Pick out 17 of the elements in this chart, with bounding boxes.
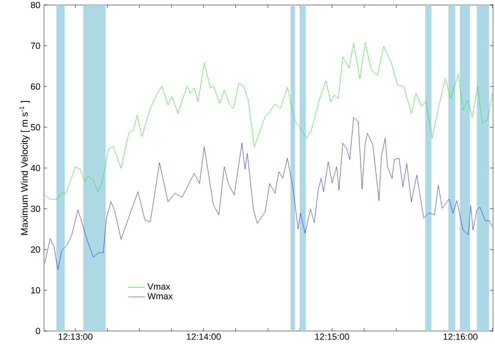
y-tick-label: 0 [36,328,40,334]
x-tick-label: 12:16:00 [444,334,478,340]
line-series [44,117,492,270]
x-tick-label: 12:15:00 [315,334,350,340]
legend-label: Wmax [147,293,173,300]
y-tick-label: 50 [30,124,40,130]
y-tick-label: 10 [31,287,40,294]
legend-label: Vmax [147,283,170,290]
y-tick-label: 70 [30,42,40,49]
y-tick-label: 60 [30,83,40,90]
y-tick-label: 20 [30,246,40,253]
x-tick-label: 12:14:00 [186,334,221,340]
y-tick-label: 40 [30,164,40,172]
x-tick-label: 12:13:00 [58,334,92,340]
y-axis-title: Maximum Wind Velocity [ m s$^{-1}$ ] [19,101,30,235]
y-tick-label: 80 [30,2,40,8]
y-tick-label: 30 [30,206,40,212]
